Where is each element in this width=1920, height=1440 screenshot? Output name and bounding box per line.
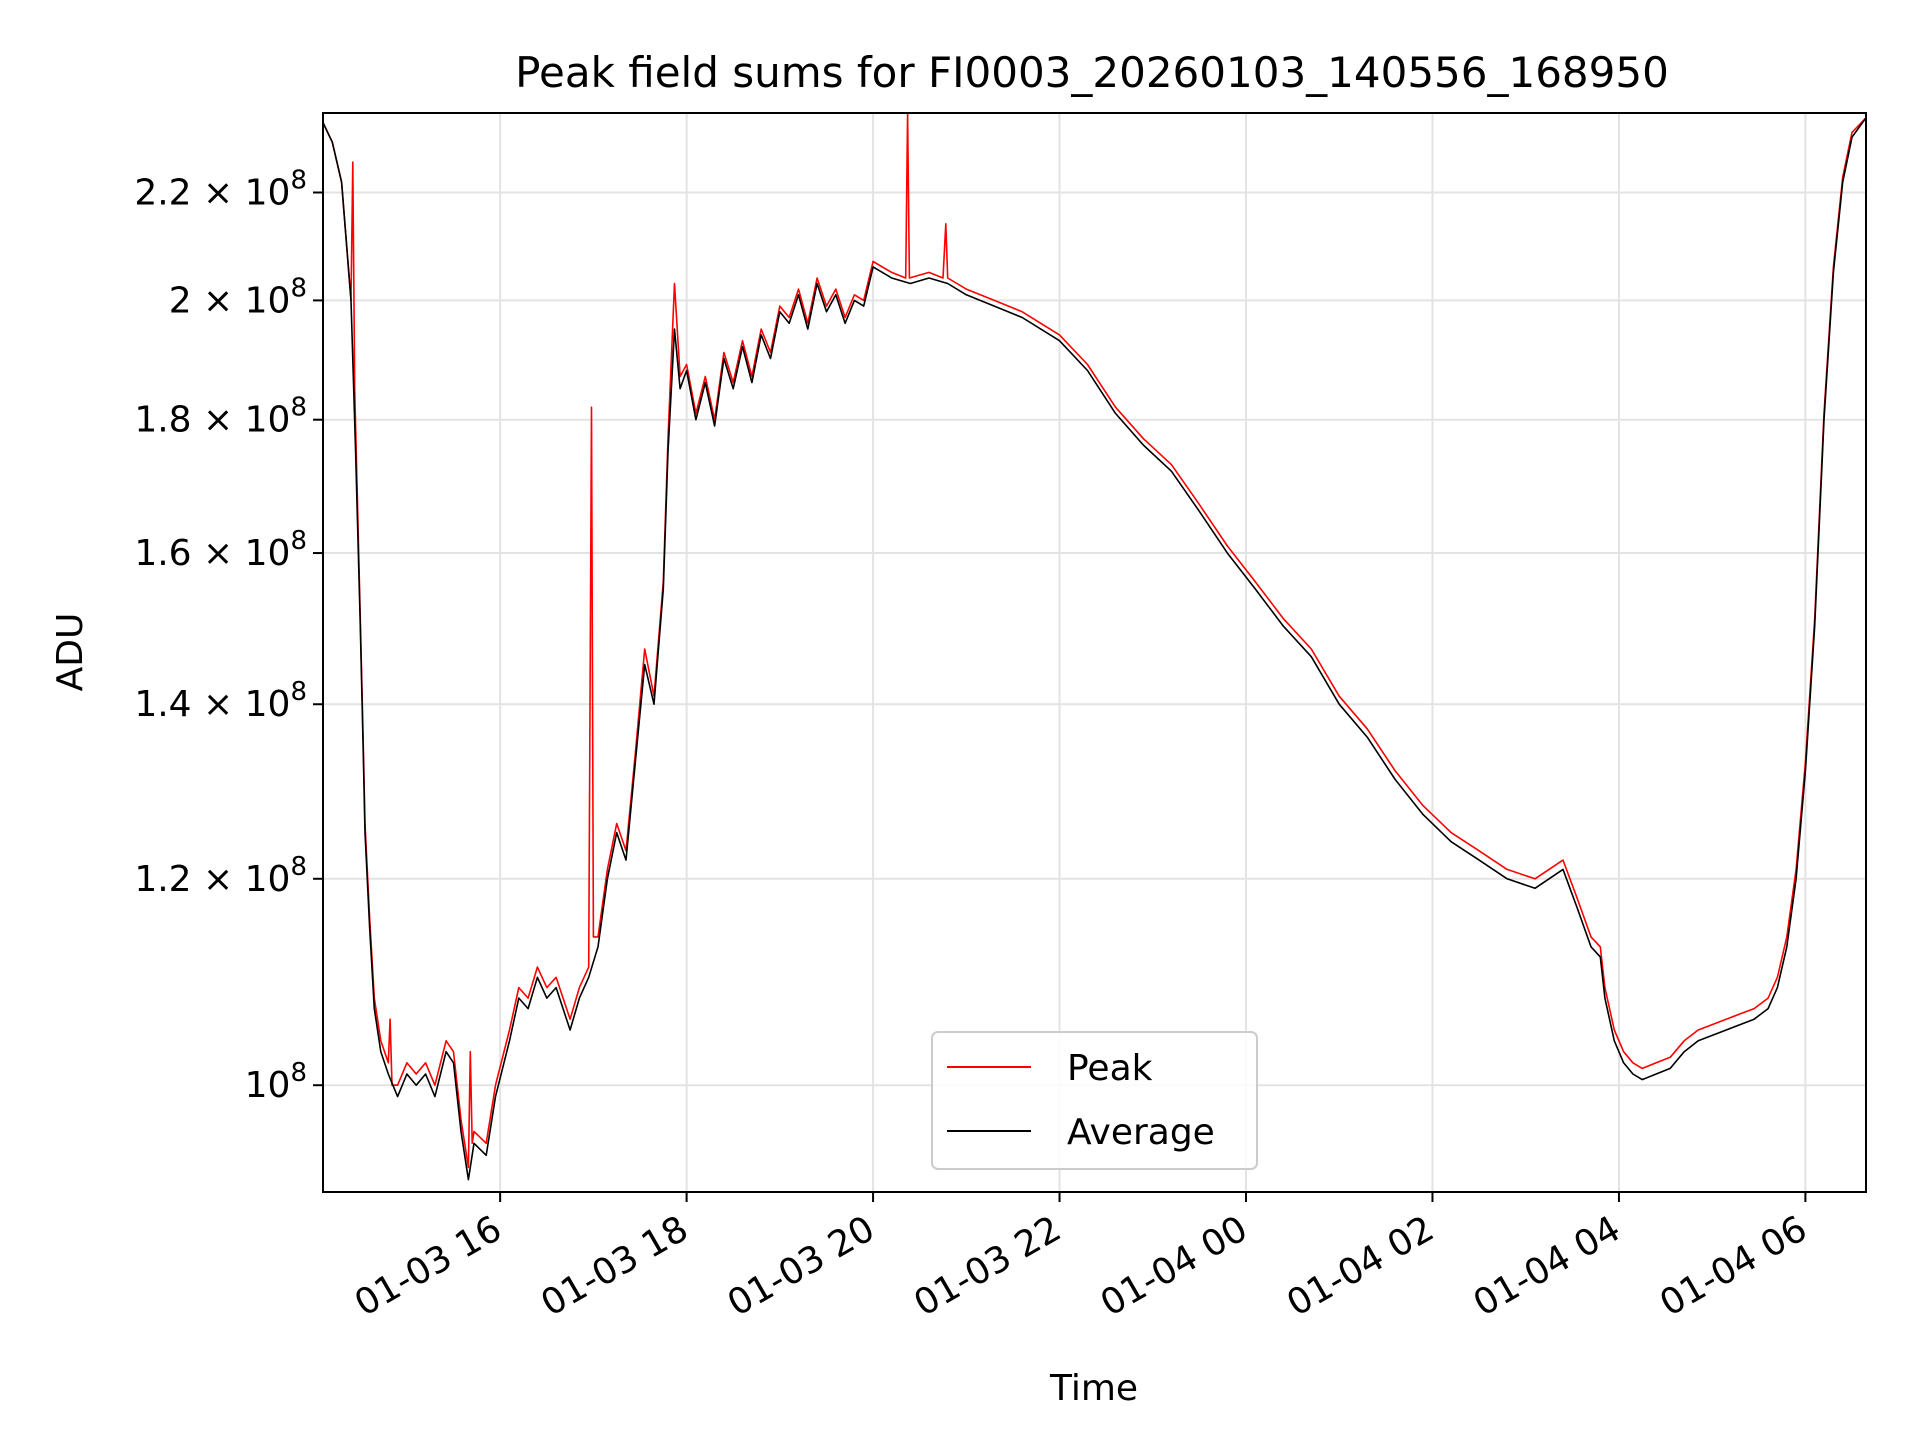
- y-tick-label: 2 × 108: [169, 273, 307, 321]
- y-tick-label: 2.2 × 108: [134, 165, 307, 213]
- plot-frame: [322, 112, 1867, 1193]
- series-line-average: [322, 117, 1867, 1181]
- y-tick-label: 1.4 × 108: [134, 677, 307, 725]
- y-tick-exponent: 8: [290, 1058, 307, 1088]
- y-tick-mantissa: 1.4 × 10: [134, 684, 290, 725]
- x-axis-label: Time: [1049, 1368, 1138, 1409]
- legend: Peak Average: [931, 1031, 1258, 1170]
- y-tick-mantissa: 1.6 × 10: [134, 533, 290, 574]
- y-tick-exponent: 8: [290, 677, 307, 707]
- y-axis-label: ADU: [50, 613, 91, 692]
- chart-title: Peak field sums for FI0003_20260103_1405…: [515, 48, 1669, 97]
- y-tick-label: 1.2 × 108: [134, 852, 307, 900]
- y-tick-exponent: 8: [290, 393, 307, 423]
- y-tick-exponent: 8: [290, 526, 307, 556]
- y-tick-exponent: 8: [290, 852, 307, 882]
- y-tick-label: 108: [245, 1058, 307, 1106]
- y-tick-mantissa: 2.2 × 10: [134, 172, 290, 213]
- y-tick-exponent: 8: [290, 273, 307, 303]
- series-line-peak: [322, 112, 1867, 1169]
- y-tick-mantissa: 2 × 10: [169, 280, 291, 321]
- y-tick-mantissa: 1.2 × 10: [134, 859, 290, 900]
- y-tick-mantissa: 10: [245, 1065, 291, 1106]
- plot-series: [322, 112, 1867, 1181]
- y-tick-exponent: 8: [290, 165, 307, 195]
- legend-label-average: Average: [1067, 1112, 1215, 1153]
- y-tick-label: 1.6 × 108: [134, 526, 307, 574]
- grid: [323, 113, 1866, 1192]
- y-tick-mantissa: 1.8 × 10: [134, 400, 290, 441]
- y-tick-label: 1.8 × 108: [134, 393, 307, 441]
- legend-label-peak: Peak: [1067, 1048, 1153, 1089]
